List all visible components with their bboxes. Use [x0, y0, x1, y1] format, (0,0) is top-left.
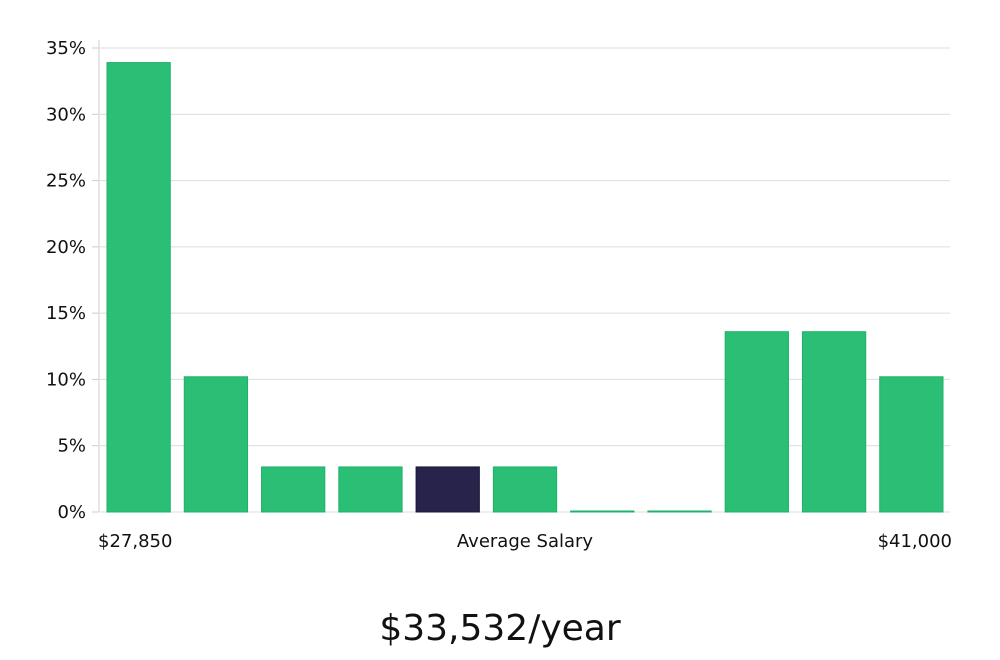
bar	[647, 510, 712, 513]
y-tick-label: 5%	[57, 436, 86, 457]
y-tick-label: 20%	[46, 237, 86, 258]
bar	[570, 510, 635, 513]
x-max-label: $41,000	[878, 531, 952, 552]
salary-histogram: 0% 5% 10% 15% 20% 25% 30% 35% $27,850 Average S…	[46, 38, 952, 552]
bar	[492, 466, 558, 513]
y-tick-label: 10%	[46, 369, 86, 390]
y-tick-label: 15%	[46, 303, 86, 324]
bar	[879, 376, 944, 513]
bar	[106, 62, 171, 513]
y-tick-label: 30%	[46, 104, 86, 125]
bar	[338, 466, 403, 513]
y-tick-label: 0%	[57, 502, 86, 523]
bar-highlight	[415, 466, 480, 513]
bar	[724, 331, 789, 513]
bars	[106, 62, 944, 513]
bar	[801, 331, 867, 513]
y-tick-label: 35%	[46, 38, 86, 59]
bar	[261, 466, 326, 513]
y-tick-label: 25%	[46, 171, 86, 192]
x-min-label: $27,850	[98, 531, 172, 552]
y-axis-ticks: 0% 5% 10% 15% 20% 25% 30% 35%	[46, 38, 99, 523]
average-salary-value: $33,532/year	[379, 608, 621, 649]
bar	[183, 376, 249, 513]
x-center-label: Average Salary	[457, 531, 594, 552]
